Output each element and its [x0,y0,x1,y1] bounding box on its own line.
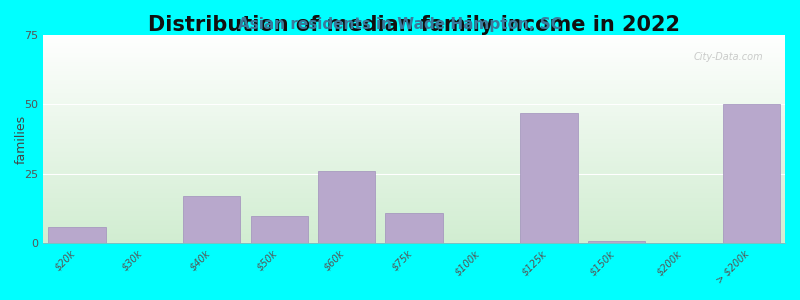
Bar [520,113,578,244]
Y-axis label: families: families [15,115,28,164]
Text: Asian residents in Wade Hampton, SC: Asian residents in Wade Hampton, SC [238,17,562,32]
Bar [250,216,308,244]
Bar [722,104,780,244]
Bar [386,213,442,244]
Title: Distribution of median family income in 2022: Distribution of median family income in … [148,15,680,35]
Bar [318,171,375,244]
Bar [588,241,645,244]
Text: City-Data.com: City-Data.com [693,52,762,62]
Bar [183,196,241,244]
Bar [48,227,106,244]
